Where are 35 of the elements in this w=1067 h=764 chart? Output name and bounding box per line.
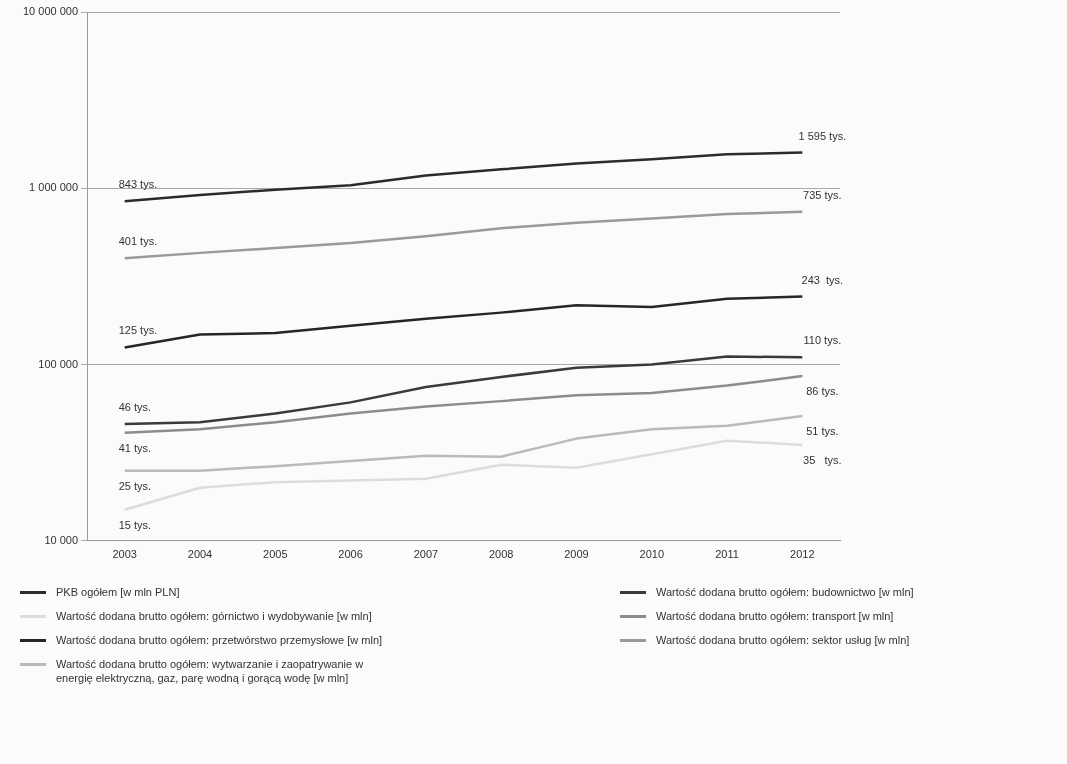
legend-label: Wartość dodana brutto ogółem: sektor usług [w mln] <box>656 633 910 647</box>
annotation: 1 595 tys. <box>798 129 847 142</box>
annotation: 15 tys. <box>118 518 152 531</box>
x-tick-label: 2009 <box>564 548 589 561</box>
x-tick-label: 2012 <box>790 548 815 561</box>
annotation: 243 tys. <box>801 273 844 286</box>
annotation: 51 tys. <box>806 425 839 438</box>
x-tick-label: 2006 <box>338 548 363 561</box>
legend-label: Wartość dodana brutto ogółem: transport [w mln] <box>656 609 894 623</box>
y-tick-label: 10 000 000 <box>22 5 79 18</box>
legend-label: Wartość dodana brutto ogółem: górnictwo i wydobywanie [w mln] <box>56 609 372 623</box>
x-tick-label: 2005 <box>263 548 288 561</box>
annotation: 125 tys. <box>118 324 158 337</box>
x-tick-label: 2008 <box>488 548 514 561</box>
legend-label: PKB ogółem [w mln PLN] <box>56 585 180 599</box>
annotation: 25 tys. <box>118 479 152 492</box>
annotation: 843 tys. <box>118 178 158 191</box>
annotation: 401 tys. <box>118 235 158 248</box>
annotation: 110 tys. <box>803 334 842 347</box>
annotation: 46 tys. <box>118 401 152 414</box>
x-tick-label: 2011 <box>715 548 739 561</box>
y-tick-label: 1 000 000 <box>29 181 79 194</box>
legend-label: Wartość dodana brutto ogółem: budownictwo [w mln] <box>656 585 914 599</box>
x-tick-label: 2007 <box>413 548 439 561</box>
y-tick-label: 100 000 <box>38 357 79 370</box>
annotation: 86 tys. <box>806 385 839 398</box>
annotation: 735 tys. <box>803 188 842 201</box>
x-tick-label: 2004 <box>187 548 213 561</box>
y-tick-label: 10 000 <box>44 533 79 546</box>
legend-label: Wartość dodana brutto ogółem: wytwarzanie i zaopatrywanie w energię elektryczną, gaz, parę wodną i gorącą wodę [w mln] <box>56 657 365 685</box>
x-tick-label: 2003 <box>112 548 137 561</box>
annotation: 35 tys. <box>803 453 842 466</box>
x-tick-label: 2010 <box>639 548 665 561</box>
annotation: 41 tys. <box>118 441 152 454</box>
legend-label: Wartość dodana brutto ogółem: przetwórstwo przemysłowe [w mln] <box>56 633 383 647</box>
